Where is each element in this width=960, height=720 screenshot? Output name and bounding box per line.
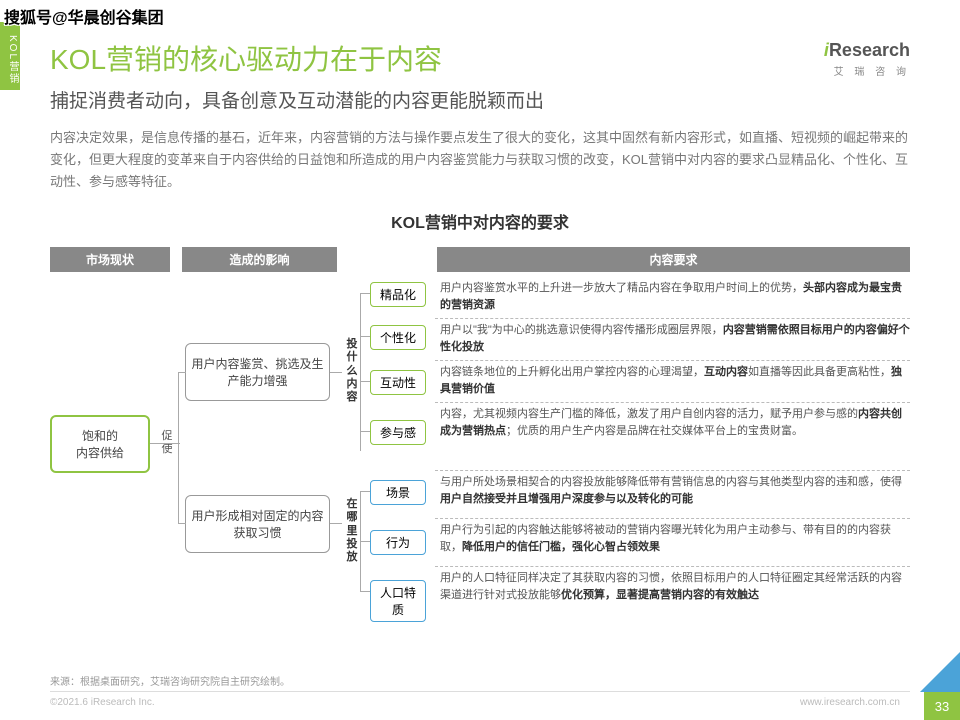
logo-text: iResearch (824, 40, 910, 61)
connector (360, 541, 370, 542)
connector (360, 293, 370, 294)
column-headers: 市场现状 造成的影响 内容要求 (50, 247, 910, 272)
diagram: 饱和的 内容供给 促使 用户内容鉴赏、挑选及生产能力增强 用户形成相对固定的内容… (50, 280, 910, 650)
sep-0 (435, 318, 910, 319)
vlabel-what: 投什么内容 (345, 338, 359, 404)
sep-4 (435, 518, 910, 519)
sep-5 (435, 566, 910, 567)
connector (330, 372, 342, 373)
logo: iResearch 艾 瑞 咨 询 (824, 40, 910, 78)
tag-scene: 场景 (370, 480, 426, 505)
sep-2 (435, 402, 910, 403)
sidebar-tab: KOL营销 (0, 22, 20, 90)
subtitle: 捕捉消费者动向，具备创意及互动潜能的内容更能脱颖而出 (50, 86, 910, 113)
corner-triangle-icon (920, 652, 960, 692)
footer-divider (50, 691, 910, 692)
connector (360, 336, 370, 337)
connector (360, 293, 361, 451)
connector (178, 523, 186, 524)
tag-interact: 互动性 (370, 370, 426, 395)
tag-premium: 精品化 (370, 282, 426, 307)
content: KOL营销的核心驱动力在于内容 捕捉消费者动向，具备创意及互动潜能的内容更能脱颖… (0, 0, 960, 650)
header-requirement: 内容要求 (437, 247, 910, 272)
desc-1: 用户以"我"为中心的挑选意识使得内容传播形成圈层界限，内容营销需依照目标用户的内… (440, 322, 910, 355)
connector (360, 381, 370, 382)
desc-5: 用户行为引起的内容触达能够将被动的营销内容曝光转化为用户主动参与、带有目的的内容… (440, 522, 910, 555)
copyright: ©2021.6 iResearch Inc. (50, 697, 155, 708)
box-habit: 用户形成相对固定的内容获取习惯 (185, 495, 330, 553)
box-ability: 用户内容鉴赏、挑选及生产能力增强 (185, 343, 330, 401)
tag-behavior: 行为 (370, 530, 426, 555)
logo-sub: 艾 瑞 咨 询 (824, 63, 910, 78)
page-number: 33 (924, 692, 960, 720)
connector (360, 431, 370, 432)
desc-0: 用户内容鉴赏水平的上升进一步放大了精品内容在争取用户时间上的优势，头部内容成为最… (440, 280, 910, 313)
desc-4: 与用户所处场景相契合的内容投放能够降低带有营销信息的内容与其他类型内容的违和感，… (440, 474, 910, 507)
header-market: 市场现状 (50, 247, 170, 272)
website: www.iresearch.com.cn (800, 697, 900, 708)
tag-demo: 人口特质 (370, 580, 426, 622)
desc-6: 用户的人口特征同样决定了其获取内容的习惯，依照目标用户的人口特征圈定其经常活跃的… (440, 570, 910, 603)
sep-3 (435, 470, 910, 471)
source-text: 来源：根据桌面研究，艾瑞咨询研究院自主研究绘制。 (50, 673, 290, 688)
connector (150, 443, 180, 444)
desc-3: 内容，尤其视频内容生产门槛的降低，激发了用户自创内容的活力，赋予用户参与感的内容… (440, 406, 910, 439)
tag-personal: 个性化 (370, 325, 426, 350)
intro-text: 内容决定效果，是信息传播的基石，近年来，内容营销的方法与操作要点发生了很大的变化… (50, 127, 910, 193)
connector (360, 491, 370, 492)
header-impact: 造成的影响 (182, 247, 337, 272)
page-title: KOL营销的核心驱动力在于内容 (50, 38, 910, 78)
box-supply: 饱和的 内容供给 (50, 415, 150, 473)
sep-1 (435, 360, 910, 361)
tag-participate: 参与感 (370, 420, 426, 445)
section-title: KOL营销中对内容的要求 (50, 209, 910, 233)
connector (178, 372, 186, 373)
vlabel-where: 在哪里投放 (345, 498, 359, 564)
connector (360, 591, 370, 592)
watermark: 搜狐号@华晨创谷集团 (4, 4, 164, 28)
desc-2: 内容链条地位的上升孵化出用户掌控内容的心理渴望，互动内容如直播等因此具备更高粘性… (440, 364, 910, 397)
connector (178, 372, 179, 524)
connector (330, 523, 342, 524)
